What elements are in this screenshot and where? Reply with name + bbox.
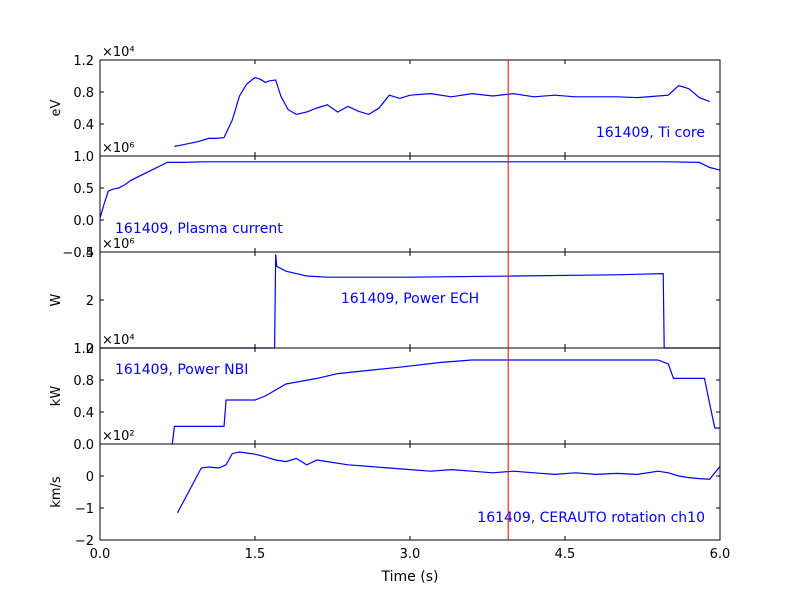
y-tick-label: 1.0 (73, 150, 94, 165)
y-tick-label: 1.2 (73, 54, 94, 69)
y-tick-label: 4 (86, 246, 94, 261)
x-tick-label: 0.0 (90, 547, 111, 562)
y-tick-label: 2 (86, 294, 94, 309)
series-label: 161409, Ti core (596, 125, 705, 141)
x-tick-label: 1.5 (245, 547, 266, 562)
panel-4: 0.0 0.4 0.8 1.2 ×10⁴ kW 161409, Power NBI (49, 333, 721, 453)
y-tick-label: 0.0 (73, 214, 94, 229)
y-tick-label: 0.4 (73, 406, 94, 421)
x-tick-label: 4.5 (555, 547, 576, 562)
series-label: 161409, Power ECH (341, 291, 479, 307)
panel-1: 0.4 0.8 1.2 ×10⁴ eV 161409, Ti core (49, 45, 721, 157)
axis-multiplier: ×10⁶ (102, 141, 135, 156)
axis-multiplier: ×10⁴ (102, 333, 135, 348)
axis-multiplier: ×10² (102, 429, 135, 444)
x-axis-label: Time (s) (381, 569, 439, 585)
y-axis-label: kW (49, 386, 64, 407)
y-tick-label: 0.5 (73, 182, 94, 197)
axis-multiplier: ×10⁶ (102, 237, 135, 252)
axes-frame (99, 155, 721, 253)
series-line (100, 254, 720, 349)
axis-multiplier: ×10⁴ (102, 45, 135, 60)
y-axis-label: km/s (49, 476, 64, 508)
series-line (176, 451, 721, 514)
series-line (171, 359, 720, 445)
y-tick-label: −2 (75, 534, 94, 549)
y-tick-label: 0.0 (73, 438, 94, 453)
x-tick-label: 3.0 (400, 547, 421, 562)
axes-frame (99, 443, 721, 541)
y-tick-label: −1 (75, 502, 94, 517)
y-tick-label: 0 (86, 470, 94, 485)
y-tick-label: 0.4 (73, 118, 94, 133)
panel-3: 0 2 4 ×10⁶ W 161409, Power ECH (49, 237, 721, 357)
x-tick-label: 6.0 (710, 547, 731, 562)
y-tick-label: 1.2 (73, 342, 94, 357)
y-tick-label: 0.8 (73, 374, 94, 389)
y-axis-label: W (49, 293, 64, 306)
series-label: 161409, CERAUTO rotation ch10 (477, 510, 705, 526)
y-tick-label: 0.8 (73, 86, 94, 101)
panel-5: −2 −1 0 ×10² km/s 161409, CERAUTO rotation ch… (49, 429, 721, 549)
series-label: 161409, Power NBI (115, 362, 248, 378)
y-axis-label: eV (49, 99, 64, 116)
axes-frame (99, 59, 721, 157)
series-label: 161409, Plasma current (115, 221, 283, 237)
series-line (99, 161, 721, 219)
y-tick-label: −0.5 (62, 246, 94, 261)
y-tick-label: 0 (86, 342, 94, 357)
series-line (174, 76, 710, 147)
